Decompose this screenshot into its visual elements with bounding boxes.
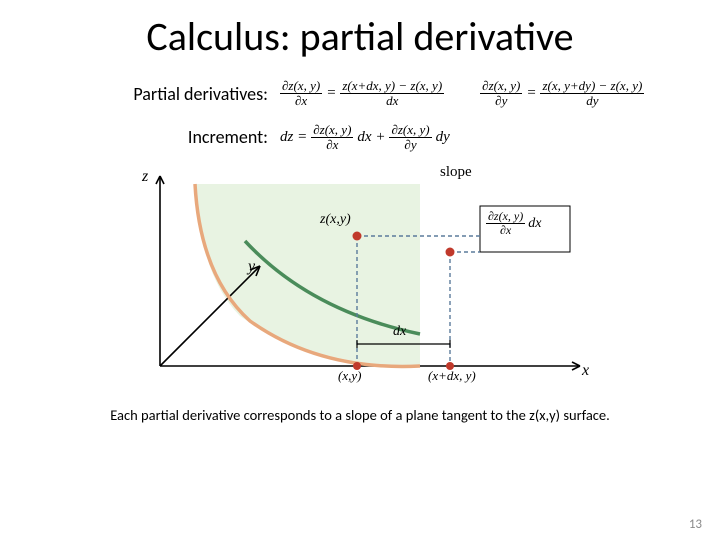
increment-label: Increment: [90,126,280,148]
pt1-label: (x,y) [338,368,361,384]
point-zxy [353,232,362,241]
increment-row: Increment: dz = ∂z(x, y)∂x dx + ∂z(x, y)… [0,123,720,153]
partial-label: Partial derivatives: [90,83,280,105]
page-number: 13 [689,517,702,532]
chart-svg [110,166,610,396]
surface-region [195,184,420,366]
x-axis-label: x [582,362,589,380]
page-title: Calculus: partial derivative [0,0,720,61]
y-axis-label: y [248,258,255,276]
footer-text: Each partial derivative corresponds to a… [0,406,720,424]
zxy-label: z(x,y) [320,212,351,228]
slope-fraction: ∂z(x, y)∂x dx [486,210,541,237]
dx-label: dx [393,324,406,340]
partial-eq: ∂z(x, y)∂x = z(x+dx, y) − z(x, y)dx ∂z(x… [280,79,644,109]
z-axis-label: z [142,168,148,186]
pt2-label: (x+dx, y) [428,368,476,384]
increment-eq: dz = ∂z(x, y)∂x dx + ∂z(x, y)∂y dy [280,123,450,153]
chart: z y x slope z(x,y) ∂z(x, y)∂x dx dx (x,y… [110,166,610,396]
point-zxy2 [446,248,455,257]
slope-label: slope [440,164,472,181]
partial-derivatives-row: Partial derivatives: ∂z(x, y)∂x = z(x+dx… [0,79,720,109]
